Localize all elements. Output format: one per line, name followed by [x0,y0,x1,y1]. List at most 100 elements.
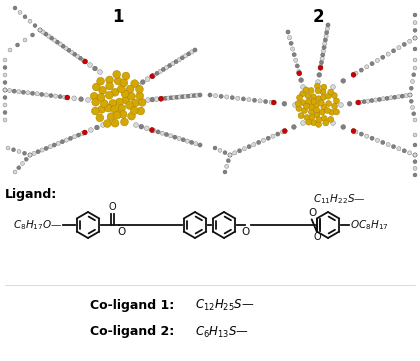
Circle shape [38,28,42,32]
Circle shape [333,109,339,115]
Circle shape [225,95,229,99]
Circle shape [413,173,417,177]
Circle shape [50,36,54,40]
Circle shape [413,133,417,137]
Circle shape [158,69,163,73]
Circle shape [38,28,42,32]
Circle shape [413,153,417,157]
Circle shape [136,92,144,100]
Circle shape [370,62,374,66]
Circle shape [152,73,156,77]
Circle shape [271,100,276,105]
Text: 2: 2 [312,8,324,26]
Circle shape [146,97,150,103]
Circle shape [263,99,268,104]
Circle shape [17,90,21,94]
Circle shape [408,93,412,97]
Circle shape [99,86,106,94]
Circle shape [320,89,326,95]
Circle shape [258,99,262,103]
Circle shape [17,149,21,153]
Circle shape [326,100,332,106]
Circle shape [150,74,155,79]
Circle shape [67,48,71,52]
Circle shape [316,96,322,102]
Circle shape [28,153,32,157]
Circle shape [44,32,48,36]
Circle shape [3,88,7,92]
Circle shape [247,97,251,102]
Circle shape [28,153,32,157]
Circle shape [315,79,320,84]
Circle shape [413,143,417,147]
Circle shape [282,129,287,134]
Circle shape [198,143,202,147]
Circle shape [38,28,42,32]
Circle shape [413,160,417,164]
Circle shape [3,73,7,77]
Circle shape [316,117,322,123]
Circle shape [271,100,276,105]
Circle shape [354,130,358,134]
Circle shape [100,100,108,108]
Circle shape [362,100,366,104]
Circle shape [386,52,390,56]
Circle shape [63,95,67,99]
Circle shape [381,97,385,101]
Circle shape [65,95,70,100]
Circle shape [276,132,280,136]
Circle shape [8,48,12,52]
Circle shape [118,104,126,112]
Circle shape [94,125,99,130]
Circle shape [104,104,112,112]
Text: Co-ligand 1:: Co-ligand 1: [90,299,174,312]
Circle shape [351,129,356,134]
Circle shape [226,159,230,163]
Circle shape [213,146,217,150]
Circle shape [308,104,314,110]
Circle shape [208,93,212,97]
Circle shape [318,65,323,70]
Circle shape [413,28,417,32]
Text: $C_{12}H_{25}S$—: $C_{12}H_{25}S$— [195,297,254,313]
Circle shape [173,135,177,139]
Circle shape [136,85,143,93]
Circle shape [172,95,176,100]
Circle shape [351,129,356,134]
Circle shape [252,98,257,102]
Circle shape [412,112,416,116]
Circle shape [389,96,393,100]
Circle shape [409,99,413,103]
Circle shape [356,100,361,105]
Circle shape [298,113,304,119]
Circle shape [309,114,315,120]
Circle shape [161,67,165,71]
Text: $OC_8H_{17}$: $OC_8H_{17}$ [350,218,389,232]
Circle shape [321,104,327,110]
Circle shape [291,47,295,51]
Circle shape [185,139,189,143]
Circle shape [297,71,302,76]
Circle shape [413,13,417,17]
Circle shape [3,65,7,70]
Circle shape [315,88,321,94]
Circle shape [325,108,331,113]
Circle shape [159,96,163,101]
Circle shape [128,112,135,120]
Circle shape [106,82,113,90]
Circle shape [174,60,178,64]
Circle shape [82,130,87,135]
Circle shape [111,88,119,96]
Circle shape [23,38,27,42]
Circle shape [325,27,329,31]
Circle shape [48,145,52,149]
Circle shape [351,72,356,77]
Circle shape [237,149,242,153]
Circle shape [101,123,105,127]
Circle shape [359,68,363,72]
Circle shape [12,89,16,93]
Circle shape [302,108,307,113]
Circle shape [186,94,191,98]
Circle shape [241,97,245,101]
Circle shape [73,52,77,56]
